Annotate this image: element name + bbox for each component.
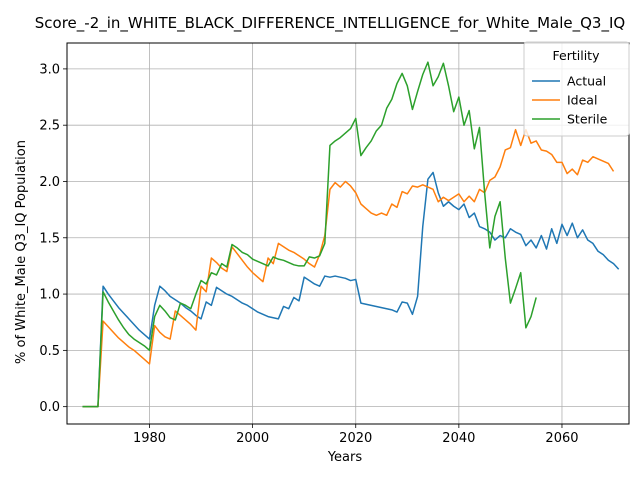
plot-frame — [66, 42, 630, 425]
y-tick-label: 0.5 — [39, 344, 60, 359]
x-tick-label: 2040 — [442, 431, 475, 446]
y-axis-label: % of White_Male Q3_IQ Population — [14, 140, 29, 364]
y-tick-label: 1.5 — [39, 231, 60, 246]
x-axis-label: Years — [327, 450, 363, 465]
x-tick-label: 2020 — [339, 431, 372, 446]
axis-ticks: 1980 2000 2020 2040 2060 0.0 0.5 1.0 1.5 2.0 2.5 3.… — [39, 62, 578, 446]
legend-label-sterile: Sterile — [567, 112, 608, 127]
y-tick-label: 0.0 — [39, 400, 60, 415]
legend-label-ideal: Ideal — [567, 93, 597, 108]
legend-title: Fertility — [553, 48, 601, 63]
series-line-actual — [82, 171, 620, 408]
y-tick-label: 3.0 — [39, 62, 60, 77]
legend-items: Actual Ideal Sterile — [532, 74, 608, 127]
y-tick-label: 2.0 — [39, 175, 60, 190]
x-tick-label: 1980 — [133, 431, 166, 446]
series-line-sterile — [82, 61, 537, 408]
legend-label-actual: Actual — [567, 74, 606, 89]
y-tick-label: 2.5 — [39, 119, 60, 134]
y-tick-label: 1.0 — [39, 288, 60, 303]
legend-frame — [523, 41, 630, 137]
x-tick-label: 2000 — [236, 431, 269, 446]
legend: Fertility Actual Ideal Sterile — [523, 41, 630, 137]
chart-title: Score_-2_in_WHITE_BLACK_DIFFERENCE_INTEL… — [35, 14, 625, 33]
x-tick-label: 2060 — [545, 431, 578, 446]
